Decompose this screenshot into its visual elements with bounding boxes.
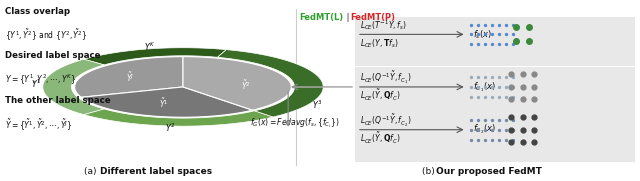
Text: Different label spaces: Different label spaces xyxy=(100,167,212,176)
Polygon shape xyxy=(218,50,323,87)
Text: |: | xyxy=(344,13,353,22)
Polygon shape xyxy=(81,87,253,117)
Polygon shape xyxy=(84,109,273,126)
Text: $f_s(x)$: $f_s(x)$ xyxy=(473,28,492,41)
Polygon shape xyxy=(84,48,227,65)
Text: $Y^2$: $Y^2$ xyxy=(165,122,175,134)
Text: $L_{CE}(\tilde{Y}, \mathbf{Q}f_C)$: $L_{CE}(\tilde{Y}, \mathbf{Q}f_C)$ xyxy=(360,88,400,103)
Text: $Y^1$: $Y^1$ xyxy=(31,77,41,90)
FancyBboxPatch shape xyxy=(355,67,636,116)
Text: FedMT(L): FedMT(L) xyxy=(300,13,344,22)
Text: $L_{CE}(T^{-1}Y, f_s)$: $L_{CE}(T^{-1}Y, f_s)$ xyxy=(360,18,406,32)
Polygon shape xyxy=(75,57,183,97)
FancyBboxPatch shape xyxy=(355,113,636,162)
Text: $Y^3$: $Y^3$ xyxy=(312,98,322,111)
Text: $\{Y^1, \tilde{Y}^2\}$ and $\{Y^2, \tilde{Y}^2\}$: $\{Y^1, \tilde{Y}^2\}$ and $\{Y^2, \tild… xyxy=(4,28,87,43)
Text: Our proposed FedMT: Our proposed FedMT xyxy=(436,167,542,176)
Text: $Y = \{Y^1, Y^2, \cdots, Y^K\}$: $Y = \{Y^1, Y^2, \cdots, Y^K\}$ xyxy=(4,73,76,87)
Polygon shape xyxy=(255,87,323,117)
Text: Class overlap: Class overlap xyxy=(4,7,70,16)
Text: $f_G(x) = Fedavg(f_s, \{f_{C_i}\})$: $f_G(x) = Fedavg(f_s, \{f_{C_i}\})$ xyxy=(250,117,339,130)
Text: $\tilde{Y}^2$: $\tilde{Y}^2$ xyxy=(241,79,250,92)
Text: $\tilde{Y} = \{\tilde{Y}^1, \tilde{Y}^2, \cdots, \tilde{Y}^J\}$: $\tilde{Y} = \{\tilde{Y}^1, \tilde{Y}^2,… xyxy=(4,117,72,132)
Text: $L_{CE}(Y, \mathbf{T}f_s)$: $L_{CE}(Y, \mathbf{T}f_s)$ xyxy=(360,37,398,50)
Text: $f_{C_1}(x)$: $f_{C_1}(x)$ xyxy=(473,80,496,94)
Text: Desired label space: Desired label space xyxy=(4,51,100,60)
FancyBboxPatch shape xyxy=(355,16,636,66)
Polygon shape xyxy=(43,59,104,115)
Text: (b): (b) xyxy=(422,167,438,176)
Text: FedMT(P): FedMT(P) xyxy=(351,13,396,22)
Text: The other label space: The other label space xyxy=(4,96,110,105)
Text: $L_{CE}(Q^{-1}\tilde{Y}, f_{C_1})$: $L_{CE}(Q^{-1}\tilde{Y}, f_{C_1})$ xyxy=(360,70,411,86)
Text: $L_{CE}(Q^{-1}\tilde{Y}, f_{C_2})$: $L_{CE}(Q^{-1}\tilde{Y}, f_{C_2})$ xyxy=(360,113,411,129)
Text: $\tilde{Y}^1$: $\tilde{Y}^1$ xyxy=(159,97,168,110)
Text: (a): (a) xyxy=(84,167,100,176)
Text: $\tilde{Y}^J$: $\tilde{Y}^J$ xyxy=(126,71,134,84)
Polygon shape xyxy=(183,57,291,110)
Text: $L_{CE}(\tilde{Y}, \mathbf{Q}f_C)$: $L_{CE}(\tilde{Y}, \mathbf{Q}f_C)$ xyxy=(360,131,400,146)
Text: $Y^K$: $Y^K$ xyxy=(144,40,156,53)
Text: $f_{C_2}(x)$: $f_{C_2}(x)$ xyxy=(473,123,496,136)
